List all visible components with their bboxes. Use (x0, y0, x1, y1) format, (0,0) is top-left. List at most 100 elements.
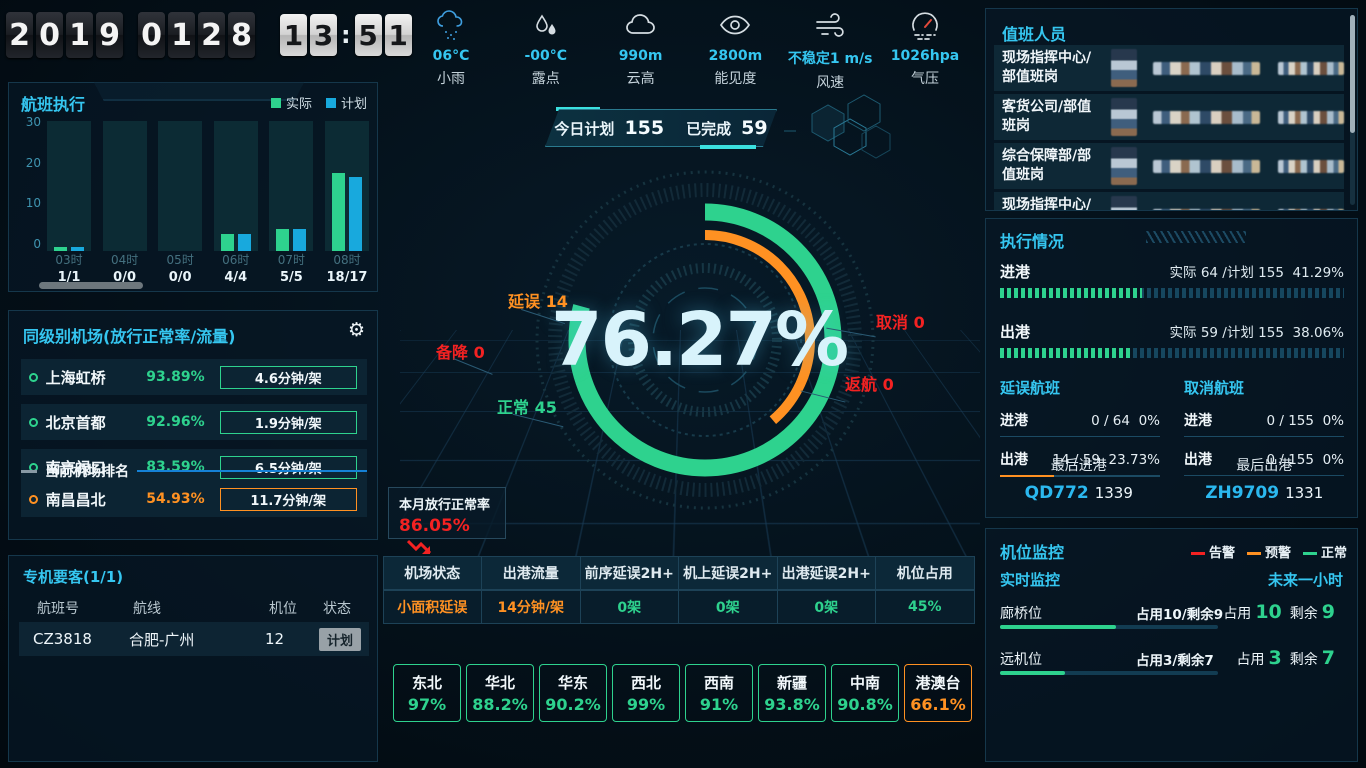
flight-stand: 12 (265, 630, 285, 648)
category-band (269, 121, 314, 251)
weather-value: 2800m (708, 48, 763, 64)
panel-title-gate: 机位监控 (1000, 543, 1065, 562)
region-tile[interactable]: 西北 99% (612, 664, 680, 722)
airport-flow: 1.9分钟/架 (219, 410, 357, 434)
chart-horizontal-scrollbar[interactable] (39, 282, 143, 289)
weather-item-rain: 06°C 小雨 (408, 8, 494, 92)
current-airport-row: 南昌昌北 54.93% 11.7分钟/架 (21, 481, 367, 517)
gate-monitoring-panel: 机位监控 告警 预警 正常 实时监控 未来一小时 廊桥位 占用10/剩余9 占用… (985, 528, 1358, 762)
legend-warning: 预警 (1246, 542, 1291, 561)
redacted-avatar (1110, 147, 1137, 185)
duty-vertical-scrollbar[interactable] (1350, 15, 1355, 205)
weather-label: 气压 (910, 71, 939, 87)
airport-flow: 6.5分钟/架 (219, 455, 357, 479)
future-gate-numbers: 占用 3 剩余 7 (1236, 647, 1335, 669)
table-header-cell: 出港流量 (481, 555, 581, 590)
region-tile[interactable]: 新疆 93.8% (758, 664, 826, 722)
weather-label: 风速 (816, 75, 845, 91)
redacted-name (1152, 208, 1261, 210)
airport-rate: 93.89% (146, 369, 205, 385)
inbound-progress: 进港 实际 64 /计划 155 41.29% (1000, 261, 1344, 298)
flight-number: CZ3818 (33, 630, 92, 648)
date-digit: 0 (138, 12, 165, 58)
eye-icon (718, 15, 752, 46)
rain-cloud-icon (434, 10, 468, 46)
future-gate-numbers: 占用 10 剩余 9 (1223, 601, 1335, 623)
date-digit: 2 (198, 12, 225, 58)
duty-position-label: 现场指挥中心/重要岗 (1002, 197, 1092, 211)
gear-icon[interactable]: ⚙ (347, 319, 365, 341)
time-digit: 1 (384, 14, 412, 56)
airport-row: 南京禄口 83.59% 6.5分钟/架 (21, 449, 367, 485)
weather-item-visibility: 2800m 能见度 (692, 8, 778, 92)
airport-name: 上海虹桥 (45, 368, 106, 387)
region-tile[interactable]: 西南 91% (685, 664, 753, 722)
redacted-phone (1278, 208, 1344, 210)
gauge-label-delay: 延误 14 (508, 292, 568, 311)
region-tile[interactable]: 华东 90.2% (539, 664, 607, 722)
redacted-avatar (1110, 49, 1137, 87)
legend-actual: 实际 (270, 93, 312, 112)
peer-airports-panel: 同级别机场(放行正常率/流量) ⚙ 上海虹桥 93.89% 4.6分钟/架 北京… (8, 310, 378, 540)
redacted-phone (1278, 159, 1344, 173)
plan-label: 今日计划 (554, 119, 615, 138)
panel-title-flight-execution: 航班执行 (21, 95, 86, 114)
panel-title-peer-airports: 同级别机场(放行正常率/流量) (23, 327, 236, 346)
weather-label: 露点 (531, 71, 560, 87)
time-digit: 1 (280, 14, 307, 56)
category-band (213, 121, 258, 251)
weather-value: -00°C (524, 48, 568, 64)
weather-value: 990m (618, 48, 663, 64)
daily-plan-banner: 今日计划 155 已完成 59 (545, 109, 777, 147)
panel-title-duty: 值班人员 (1002, 25, 1067, 44)
weather-item-pressure: 1026hpa 气压 (882, 8, 968, 92)
gate-row-name: 廊桥位 (1000, 606, 1042, 622)
region-tile[interactable]: 东北 97% (393, 664, 461, 722)
vip-flights-panel: 专机要客(1/1) 航班号 航线 机位 状态 CZ3818 合肥-广州 12 计… (8, 555, 378, 762)
redacted-phone (1278, 110, 1344, 124)
flight-route: 合肥-广州 (129, 630, 195, 649)
table-header-cell: 出港延误2H+ (776, 555, 876, 590)
done-value: 59 (741, 117, 768, 139)
airport-flow: 11.7分钟/架 (219, 487, 357, 511)
date-digit: 0 (36, 12, 63, 58)
region-tile[interactable]: 华北 88.2% (466, 664, 534, 722)
cancelled-flights-section: 取消航班 进港 0 / 155 0% 出港 0 / 155 0% (1184, 377, 1344, 476)
cloud-icon (624, 14, 658, 46)
status-dot-icon (29, 417, 38, 427)
table-header-cell: 前序延误2H+ (579, 555, 679, 590)
time-digit: 3 (310, 14, 337, 56)
hexagon-decoration (782, 92, 892, 174)
region-tile[interactable]: 中南 90.8% (831, 664, 899, 722)
region-rate-tiles: 东北 97% 华北 88.2% 华东 90.2% 西北 99% 西南 91% 新疆 93.8… (393, 664, 975, 722)
status-badge: 计划 (319, 627, 362, 651)
table-value-cell: 0架 (579, 590, 679, 624)
redacted-name (1152, 159, 1261, 173)
date-digit: 1 (66, 12, 93, 58)
category-band (102, 121, 147, 251)
trend-down-icon (399, 536, 433, 555)
airport-name: 北京首都 (45, 413, 106, 432)
duty-row: 现场指挥中心/重要岗 (994, 192, 1344, 211)
region-tile[interactable]: 港澳台 66.1% (904, 664, 972, 722)
airport-row: 上海虹桥 93.89% 4.6分钟/架 (21, 359, 367, 395)
duty-position-label: 客货公司/部值班岗 (1002, 99, 1092, 134)
gate-row-name: 远机位 (1000, 652, 1042, 668)
gate-row-summary: 占用10/剩余9 (1136, 607, 1224, 623)
weather-item-wind: 不稳定1 m/s 风速 (787, 8, 873, 92)
plot-area (47, 121, 369, 251)
time-digit: 5 (354, 14, 382, 56)
last-flights: 最后进港 QD772 1339 最后出港 ZH9709 1331 (986, 455, 1357, 503)
airport-row: 北京首都 92.96% 1.9分钟/架 (21, 404, 367, 440)
monthly-rate-label: 本月放行正常率 (399, 498, 491, 513)
redacted-avatar (1110, 196, 1137, 210)
date-digit: 2 (6, 12, 33, 58)
date-digit: 1 (168, 12, 195, 58)
wind-icon (813, 13, 847, 46)
table-header-cell: 机位占用 (875, 555, 975, 590)
weather-item-cloudbase: 990m 云高 (598, 8, 684, 92)
weather-value: 1026hpa (890, 48, 960, 64)
panel-title-execution: 执行情况 (1000, 232, 1065, 251)
banner-accent (700, 145, 756, 149)
